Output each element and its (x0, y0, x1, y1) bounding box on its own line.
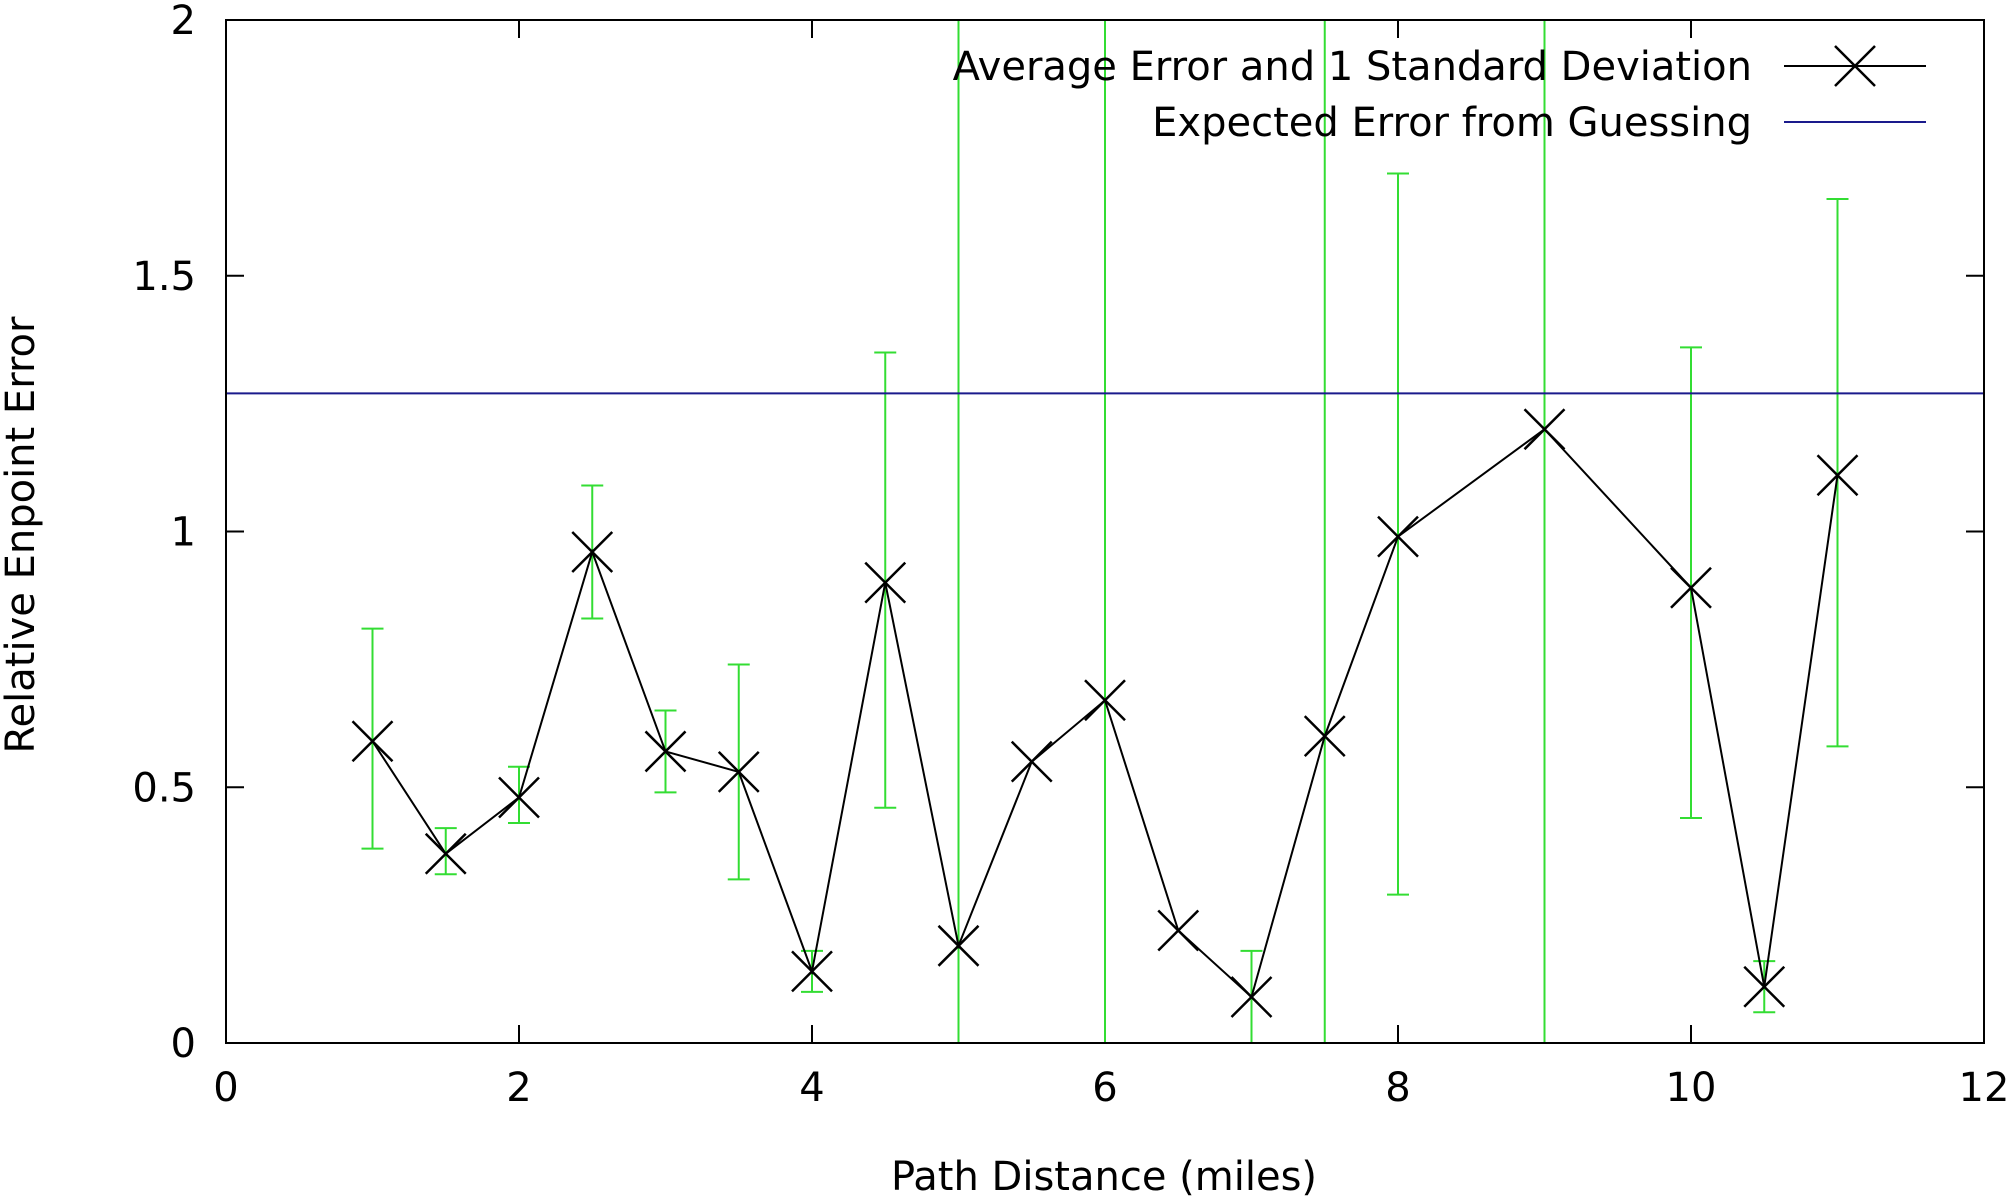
data-point-marker (864, 561, 907, 604)
data-point-marker (1157, 909, 1200, 952)
x-tick-label: 8 (1385, 1065, 1410, 1111)
legend-label-average-error: Average Error and 1 Standard Deviation (953, 44, 1752, 90)
data-point-marker (1230, 976, 1273, 1018)
y-tick-label: 1.5 (132, 254, 196, 300)
y-tick-label: 0.5 (132, 765, 196, 811)
data-point-marker (1816, 454, 1859, 497)
x-tick-label: 10 (1666, 1065, 1717, 1111)
series-layer (351, 408, 1859, 1018)
axes-layer: 0 2 4 6 8 10 12 0 0.5 1 1.5 2 (132, 0, 2009, 1111)
data-point-marker (644, 730, 687, 773)
x-tick-label: 6 (1092, 1065, 1117, 1111)
y-tick-label: 2 (171, 0, 196, 44)
data-point-marker (498, 776, 540, 819)
data-point-marker (1377, 515, 1419, 558)
data-point-marker (1303, 715, 1346, 757)
data-point-marker (424, 832, 467, 875)
data-point-marker (571, 531, 614, 573)
x-tick-label: 2 (506, 1065, 531, 1111)
y-axis-title: Relative Enpoint Error (0, 316, 44, 753)
legend-label-expected-error: Expected Error from Guessing (1152, 100, 1752, 146)
data-point-marker (1743, 965, 1786, 1008)
legend-marker-x (1834, 45, 1876, 87)
data-point-marker (791, 950, 833, 993)
x-tick-label: 0 (213, 1065, 238, 1111)
error-bars-layer (361, 20, 1849, 1043)
x-tick-label: 4 (799, 1065, 824, 1111)
legend: Average Error and 1 Standard Deviation E… (953, 44, 1926, 146)
data-point-marker (1084, 679, 1126, 722)
data-point-marker (1670, 566, 1712, 609)
data-point-marker (1010, 740, 1053, 783)
x-tick-label: 12 (1959, 1065, 2010, 1111)
data-point-marker (937, 924, 980, 967)
y-tick-label: 0 (171, 1021, 196, 1067)
data-point-marker (1523, 408, 1566, 451)
frame-layer (225, 19, 1985, 1044)
x-axis-title: Path Distance (miles) (891, 1154, 1317, 1200)
data-point-marker (351, 720, 394, 763)
y-tick-label: 1 (171, 510, 196, 556)
plot-frame (225, 19, 1985, 1044)
data-point-marker (717, 751, 760, 793)
